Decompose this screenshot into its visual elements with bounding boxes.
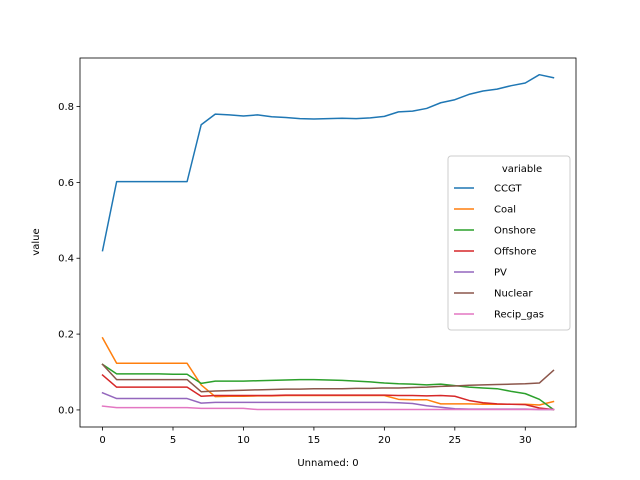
x-tick-label: 20	[378, 435, 391, 446]
x-tick-label: 30	[519, 435, 532, 446]
y-tick-label: 0.2	[58, 330, 74, 341]
legend-label-recip-gas: Recip_gas	[494, 310, 544, 321]
x-axis-label: Unnamed: 0	[297, 458, 358, 469]
x-tick-label: 25	[448, 435, 461, 446]
legend-label-coal: Coal	[494, 205, 516, 216]
y-tick-label: 0.4	[58, 254, 74, 265]
series-line-offshore	[101, 373, 555, 411]
legend-title: variable	[502, 164, 542, 175]
series-line-recip-gas	[101, 405, 555, 411]
x-tick-label: 0	[99, 435, 105, 446]
y-axis-label: value	[31, 228, 42, 255]
plot-area	[79, 57, 577, 428]
legend-box	[447, 155, 571, 331]
series-line-onshore	[101, 363, 555, 411]
legend-label-onshore: Onshore	[494, 226, 536, 237]
legend: variable CCGT Coal Onshore Offshore PV Nuclea…	[447, 155, 571, 331]
x-tick-label: 10	[237, 435, 250, 446]
legend-label-ccgt: CCGT	[494, 184, 522, 195]
legend-label-offshore: Offshore	[494, 247, 536, 258]
series-line-ccgt	[101, 73, 555, 252]
axes-frame	[79, 57, 577, 428]
legend-label-pv: PV	[494, 268, 507, 279]
series-line-nuclear	[101, 363, 555, 393]
x-axis: 0 5 10 15 20 25 30	[99, 427, 532, 446]
y-tick-label: 0.6	[58, 178, 74, 189]
y-tick-label: 0.0	[58, 405, 74, 416]
legend-label-nuclear: Nuclear	[494, 289, 533, 300]
legend-items: CCGT Coal Onshore Offshore PV Nuclear Recip_ga…	[454, 184, 544, 321]
x-tick-label: 5	[170, 435, 176, 446]
y-axis: 0.0 0.2 0.4 0.6 0.8	[58, 102, 80, 416]
x-tick-label: 15	[308, 435, 321, 446]
y-tick-label: 0.8	[58, 102, 74, 113]
